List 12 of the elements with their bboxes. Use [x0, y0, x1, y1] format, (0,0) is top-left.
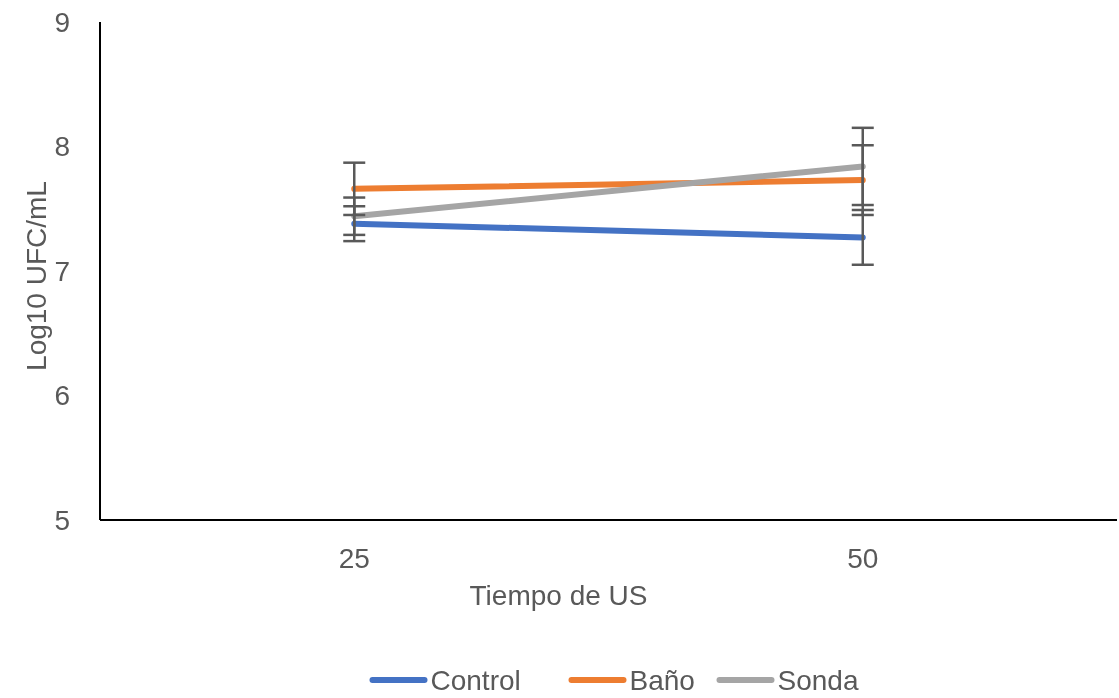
y-tick-label: 6 [54, 380, 70, 411]
y-tick-label: 9 [54, 6, 70, 38]
legend-label: Control [430, 664, 521, 696]
x-tick-label: 50 [847, 542, 879, 574]
legend-label: Sonda [777, 664, 859, 696]
y-tick-label: 7 [54, 255, 70, 287]
y-axis-title: Log10 UFC/mL [21, 181, 52, 371]
y-tick-label: 8 [54, 131, 70, 162]
x-axis-title: Tiempo de US [469, 580, 648, 611]
legend-label: Baño [629, 664, 695, 696]
y-tick-label: 5 [54, 504, 70, 536]
x-tick-label: 25 [338, 542, 370, 574]
